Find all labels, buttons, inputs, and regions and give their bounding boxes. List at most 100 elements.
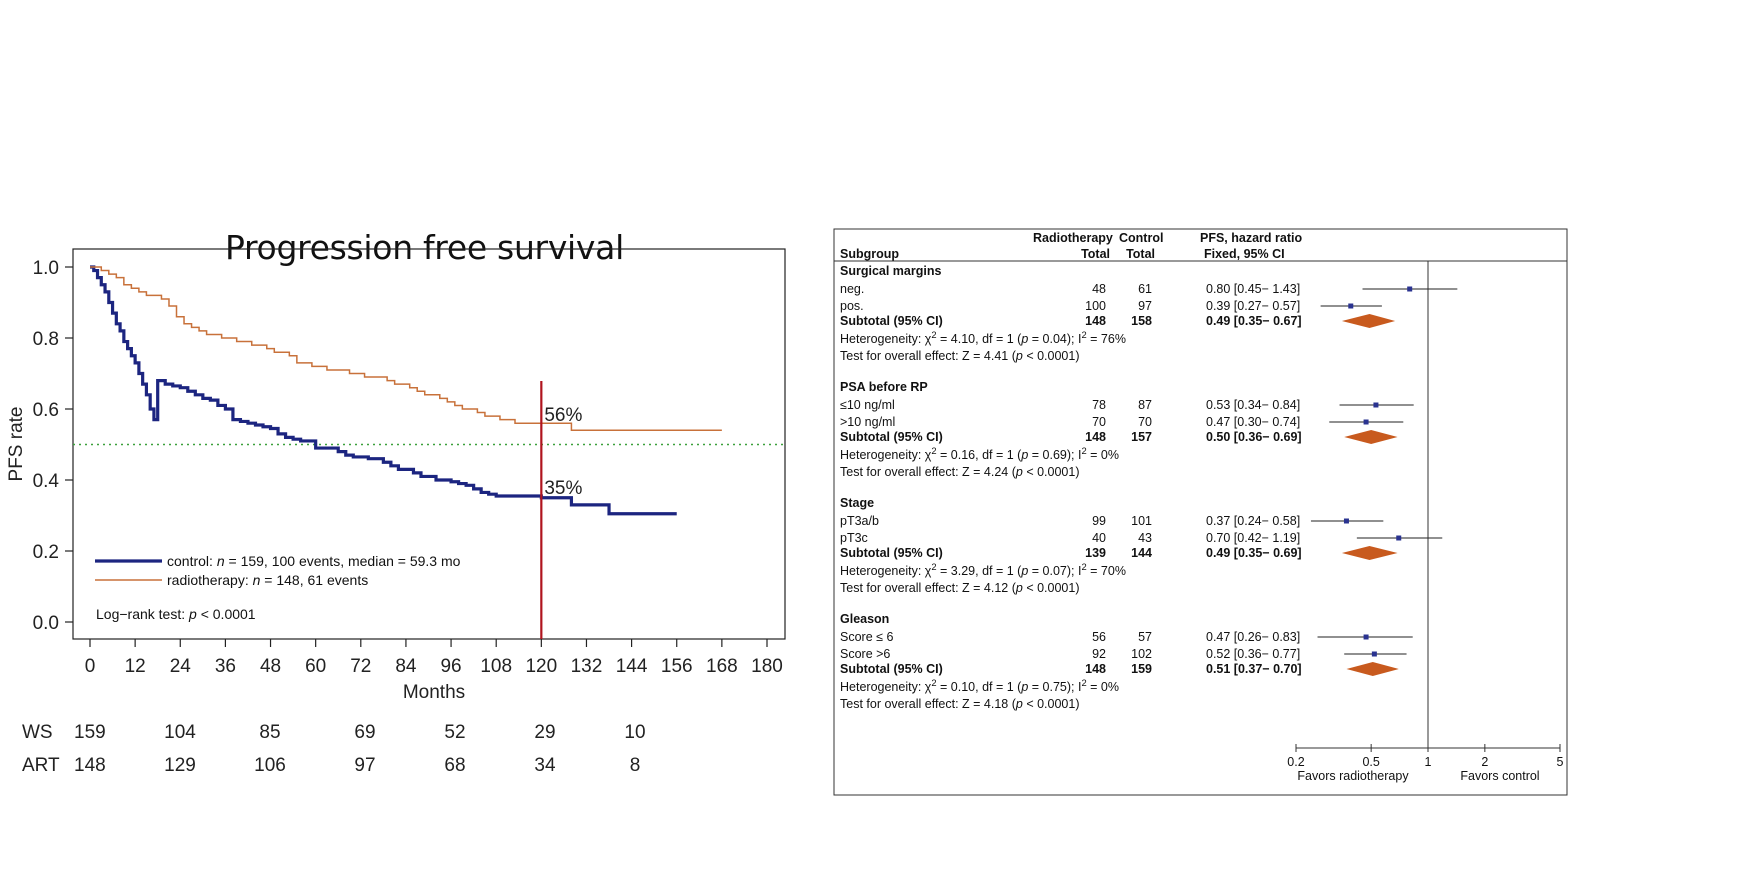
- x-tick-label: 108: [480, 656, 512, 677]
- rt-total: 92: [1092, 647, 1106, 661]
- subtotal-rt: 148: [1085, 314, 1106, 328]
- hr-marker: [1343, 518, 1349, 524]
- ctrl-total: 101: [1131, 514, 1152, 528]
- italic-var: p: [1020, 332, 1028, 346]
- subtotal-ctrl: 144: [1131, 546, 1152, 560]
- rt-total: 100: [1085, 299, 1106, 313]
- risk-value: 85: [259, 722, 280, 743]
- risk-row-label-art: ART: [22, 755, 60, 776]
- y-tick-label: 0.2: [33, 542, 59, 563]
- header-control: Control: [1119, 231, 1163, 245]
- hr-marker: [1373, 402, 1379, 408]
- ctrl-total: 43: [1138, 531, 1152, 545]
- x-tick-label: 24: [170, 656, 192, 677]
- italic-var: n: [217, 553, 225, 569]
- ctrl-total: 61: [1138, 282, 1152, 296]
- text-part: = 70%: [1087, 564, 1126, 578]
- risk-value: 29: [534, 722, 555, 743]
- hr-ci-text: 0.52 [0.36− 0.77]: [1206, 647, 1300, 661]
- text-part: = 0%: [1087, 680, 1119, 694]
- y-tick-label: 0.8: [33, 329, 59, 350]
- km-chart-title: Progression free survival: [225, 228, 624, 267]
- risk-row-label-ws: WS: [22, 722, 53, 743]
- hr-marker: [1363, 419, 1369, 425]
- x-tick-label: 12: [125, 656, 146, 677]
- subtotal-diamond: [1344, 430, 1398, 444]
- subtotal-rt: 148: [1085, 430, 1106, 444]
- italic-var: p: [1020, 564, 1028, 578]
- italic-var: p: [188, 606, 197, 622]
- km-chart: 0.00.20.40.60.81.00 12 24 36 48 60 72 84 96 108 12…: [6, 248, 786, 776]
- hr-marker: [1396, 535, 1402, 541]
- x-tick-label: 0: [85, 656, 96, 677]
- hr-marker: [1363, 634, 1369, 640]
- hr-ci-text: 0.47 [0.26− 0.83]: [1206, 630, 1300, 644]
- risk-value: 10: [624, 722, 645, 743]
- forest-x-tick-label: 1: [1425, 755, 1432, 769]
- text-part: = 148, 61 events: [260, 572, 368, 588]
- rt-total: 48: [1092, 282, 1106, 296]
- subtotal-rt: 148: [1085, 662, 1106, 676]
- text-part: < 0.0001): [1023, 581, 1080, 595]
- text-part: = 0.16, df = 1 (: [937, 448, 1023, 462]
- annotation-control-35: 35%: [544, 478, 582, 499]
- subtotal-diamond: [1346, 662, 1399, 676]
- rt-total: 70: [1092, 415, 1106, 429]
- superscript: 2: [931, 562, 936, 572]
- ctrl-total: 57: [1138, 630, 1152, 644]
- italic-var: p: [1020, 448, 1028, 462]
- x-tick-label: 180: [751, 656, 783, 677]
- hr-ci-text: 0.53 [0.34− 0.84]: [1206, 398, 1300, 412]
- heterogeneity-text: Heterogeneity: χ2 = 0.10, df = 1 (p = 0.…: [840, 678, 1119, 694]
- header-radiotherapy: Radiotherapy: [1033, 231, 1113, 245]
- y-tick-label: 0.4: [33, 471, 60, 492]
- ctrl-total: 70: [1138, 415, 1152, 429]
- text-part: < 0.0001): [1023, 697, 1080, 711]
- heterogeneity-text: Heterogeneity: χ2 = 4.10, df = 1 (p = 0.…: [840, 330, 1126, 346]
- subtotal-diamond: [1341, 546, 1398, 560]
- header-total-ctrl: Total: [1126, 247, 1155, 261]
- rt-total: 78: [1092, 398, 1106, 412]
- hr-ci-text: 0.47 [0.30− 0.74]: [1206, 415, 1300, 429]
- risk-value: 104: [164, 722, 196, 743]
- favors-radiotherapy-label: Favors radiotherapy: [1297, 769, 1409, 783]
- ctrl-total: 97: [1138, 299, 1152, 313]
- subtotal-ctrl: 159: [1131, 662, 1152, 676]
- superscript: 2: [1081, 330, 1086, 340]
- subtotal-ci-text: 0.49 [0.35− 0.69]: [1206, 546, 1302, 560]
- risk-value: 148: [74, 755, 106, 776]
- superscript: 2: [1081, 678, 1086, 688]
- subtotal-ci-text: 0.51 [0.37− 0.70]: [1206, 662, 1302, 676]
- superscript: 2: [1081, 446, 1086, 456]
- rt-total: 99: [1092, 514, 1106, 528]
- heterogeneity-text: Heterogeneity: χ2 = 3.29, df = 1 (p = 0.…: [840, 562, 1126, 578]
- radiotherapy-legend-label: radiotherapy: n = 148, 61 events: [167, 572, 368, 588]
- ctrl-total: 87: [1138, 398, 1152, 412]
- italic-var: p: [1015, 349, 1023, 363]
- x-tick-label: 132: [571, 656, 603, 677]
- italic-var: p: [1015, 581, 1023, 595]
- forest-x-tick-label: 0.5: [1362, 755, 1379, 769]
- x-tick-label: 168: [706, 656, 738, 677]
- forest-frame: [833, 228, 1568, 796]
- text-part: = 0.75); I: [1028, 680, 1081, 694]
- x-tick-label: 96: [440, 656, 461, 677]
- superscript: 2: [931, 330, 936, 340]
- italic-var: p: [1015, 465, 1023, 479]
- text-part: = 0.04); I: [1028, 332, 1081, 346]
- risk-value: 52: [444, 722, 465, 743]
- subtotal-diamond: [1341, 314, 1396, 328]
- hr-marker: [1371, 651, 1377, 657]
- hr-ci-text: 0.80 [0.45− 1.43]: [1206, 282, 1300, 296]
- ctrl-total: 102: [1131, 647, 1152, 661]
- subtotal-ctrl: 157: [1131, 430, 1152, 444]
- x-tick-label: 120: [525, 656, 557, 677]
- risk-value: 69: [354, 722, 375, 743]
- subtotal-ctrl: 158: [1131, 314, 1152, 328]
- y-tick-label: 0.6: [33, 400, 59, 421]
- logrank-test: Log−rank test: p < 0.0001: [96, 606, 256, 622]
- risk-value: 106: [254, 755, 286, 776]
- x-tick-label: 144: [616, 656, 648, 677]
- control-legend-label: control: n = 159, 100 events, median = 5…: [167, 553, 461, 569]
- superscript: 2: [931, 446, 936, 456]
